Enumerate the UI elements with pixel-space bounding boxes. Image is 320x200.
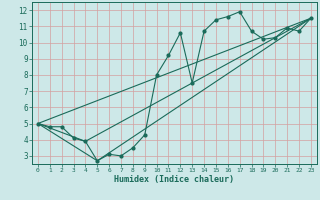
- X-axis label: Humidex (Indice chaleur): Humidex (Indice chaleur): [115, 175, 234, 184]
